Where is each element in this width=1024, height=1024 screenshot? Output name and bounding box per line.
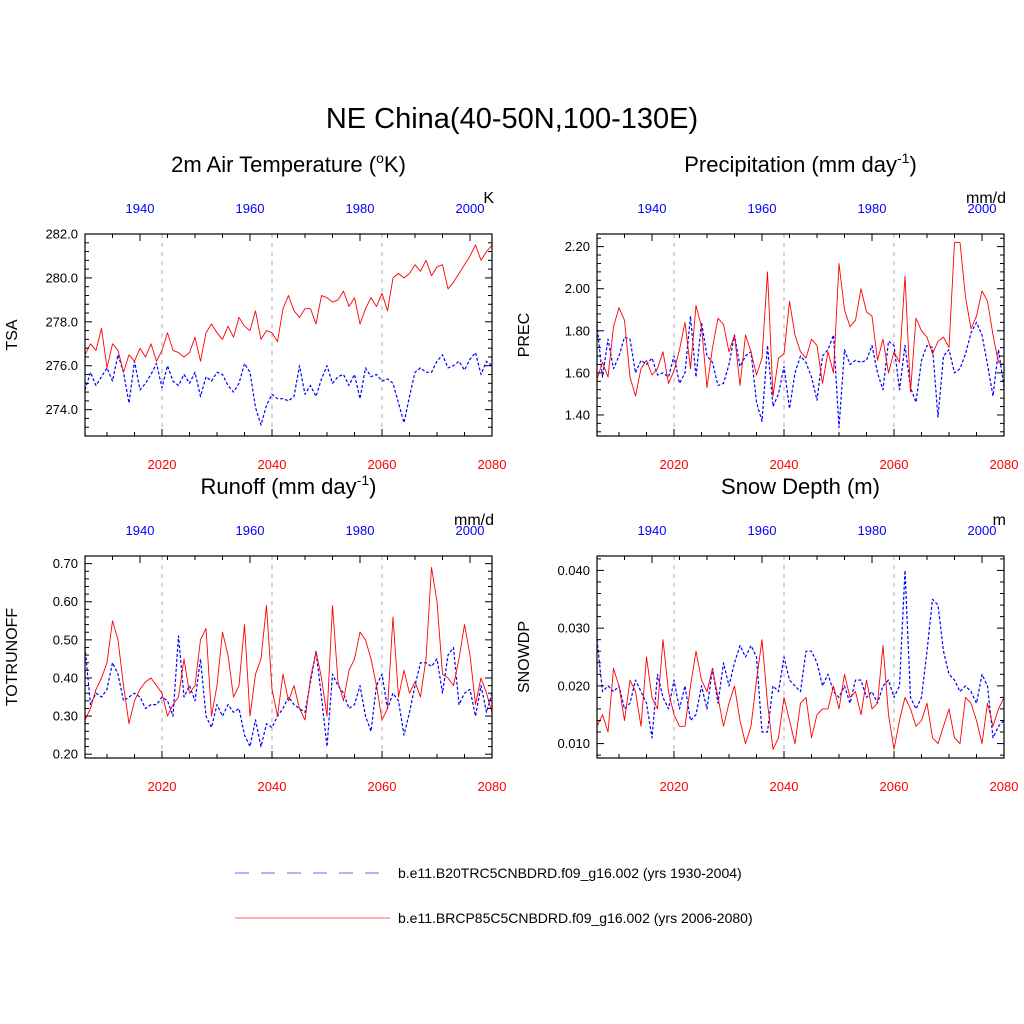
x-bottom-tick-label: 2060 [368, 779, 397, 794]
legend-historical-label: b.e11.B20TRC5CNBDRD.f09_g16.002 (yrs 193… [398, 865, 742, 881]
y-axis-label-prec: PREC [516, 313, 533, 357]
plot-frame-tsa [84, 233, 493, 437]
x-bottom-tick-label: 2080 [990, 457, 1019, 472]
series-future-line-snowdp [596, 639, 1005, 750]
x-bottom-tick-label: 2040 [258, 457, 287, 472]
units-label-tsa: K [483, 190, 494, 207]
x-bottom-tick-label: 2040 [770, 779, 799, 794]
legend-future-label: b.e11.BRCP85C5CNBDRD.f09_g16.002 (yrs 20… [398, 910, 753, 926]
panel-title-suffix: ) [369, 474, 376, 499]
series-historical-line-totrunoff [84, 635, 493, 748]
y-tick-label: 0.20 [53, 747, 78, 762]
y-tick-label: 276.0 [45, 358, 78, 373]
panel-title-superscript: -1 [897, 150, 910, 166]
x-top-tick-label: 1940 [126, 201, 155, 216]
y-tick-label: 0.70 [53, 556, 78, 571]
panel-title-suffix: K) [384, 152, 406, 177]
x-bottom-tick-label: 2060 [880, 779, 909, 794]
y-axis-label-tsa: TSA [4, 319, 21, 350]
series-historical-line-prec [596, 315, 1005, 429]
y-tick-label: 1.60 [565, 365, 590, 380]
x-bottom-tick-label: 2020 [148, 779, 177, 794]
panel-title-text: Runoff (mm day [201, 474, 357, 499]
y-tick-label: 278.0 [45, 314, 78, 329]
panel-title-snowdp: Snow Depth (m) [721, 474, 880, 499]
y-tick-label: 2.00 [565, 281, 590, 296]
y-axis-label-totrunoff: TOTRUNOFF [4, 608, 21, 707]
x-top-tick-label: 2000 [456, 201, 485, 216]
series-future-line-totrunoff [84, 566, 493, 725]
series-future-line-tsa [84, 244, 493, 373]
panel-title-totrunoff: Runoff (mm day-1) [201, 472, 377, 499]
series-historical-line-tsa [84, 352, 493, 426]
x-top-tick-label: 1980 [858, 523, 887, 538]
x-bottom-tick-label: 2020 [660, 457, 689, 472]
x-top-tick-label: 1980 [346, 523, 375, 538]
panel-title-text: 2m Air Temperature ( [171, 152, 377, 177]
x-bottom-tick-label: 2080 [478, 779, 507, 794]
series-future-line-prec [596, 241, 1005, 397]
panel-title-prec: Precipitation (mm day-1) [684, 150, 917, 177]
plot-frame-prec [596, 233, 1005, 437]
legend: b.e11.B20TRC5CNBDRD.f09_g16.002 (yrs 193… [235, 865, 753, 926]
units-label-snowdp: m [993, 512, 1006, 529]
x-top-tick-label: 2000 [456, 523, 485, 538]
panel-title-superscript: -1 [357, 472, 370, 488]
y-tick-label: 2.20 [565, 239, 590, 254]
panel-title-superscript: o [376, 150, 384, 166]
x-bottom-tick-label: 2080 [990, 779, 1019, 794]
y-axis-label-snowdp: SNOWDP [516, 621, 533, 693]
y-tick-label: 0.50 [53, 632, 78, 647]
panel-tsa: 2m Air Temperature (oK) K TSA 274.0 276.0 278… [4, 150, 506, 472]
panel-prec: Precipitation (mm day-1) mm/d PREC 1.40 1.60… [516, 150, 1018, 472]
x-bottom-tick-label: 2020 [660, 779, 689, 794]
x-top-tick-label: 1940 [638, 201, 667, 216]
x-bottom-tick-label: 2060 [880, 457, 909, 472]
y-tick-label: 0.030 [557, 621, 590, 636]
units-label-totrunoff: mm/d [454, 512, 494, 529]
y-tick-label: 0.020 [557, 678, 590, 693]
x-top-tick-label: 2000 [968, 201, 997, 216]
panel-totrunoff: Runoff (mm day-1) mm/d TOTRUNOFF 0.20 0.30 0.… [4, 472, 506, 794]
y-tick-label: 1.40 [565, 407, 590, 422]
panel-title-tsa: 2m Air Temperature (oK) [171, 150, 406, 177]
y-tick-label: 0.40 [53, 670, 78, 685]
y-tick-label: 274.0 [45, 402, 78, 417]
y-tick-label: 0.040 [557, 563, 590, 578]
series-historical-line-snowdp [596, 569, 1005, 739]
x-bottom-tick-label: 2040 [258, 779, 287, 794]
x-bottom-tick-label: 2080 [478, 457, 507, 472]
x-top-tick-label: 1940 [126, 523, 155, 538]
y-tick-label: 282.0 [45, 227, 78, 242]
figure-title: NE China(40-50N,100-130E) [326, 103, 698, 135]
panel-title-text: Precipitation (mm day [684, 152, 897, 177]
x-top-tick-label: 1980 [346, 201, 375, 216]
panel-title-text: Snow Depth (m) [721, 474, 880, 499]
x-top-tick-label: 1940 [638, 523, 667, 538]
x-bottom-tick-label: 2040 [770, 457, 799, 472]
panel-title-suffix: ) [909, 152, 916, 177]
plot-frame-snowdp [596, 555, 1005, 759]
y-tick-label: 0.010 [557, 736, 590, 751]
x-top-tick-label: 1960 [748, 523, 777, 538]
y-tick-label: 0.60 [53, 594, 78, 609]
x-top-tick-label: 1960 [748, 201, 777, 216]
units-label-prec: mm/d [966, 190, 1006, 207]
y-tick-label: 280.0 [45, 270, 78, 285]
x-bottom-tick-label: 2020 [148, 457, 177, 472]
y-tick-label: 1.80 [565, 323, 590, 338]
y-tick-label: 0.30 [53, 709, 78, 724]
x-top-tick-label: 2000 [968, 523, 997, 538]
panel-snowdp: Snow Depth (m) m SNOWDP 0.010 0.020 0.030 0.04… [516, 474, 1018, 794]
x-top-tick-label: 1960 [236, 201, 265, 216]
x-top-tick-label: 1960 [236, 523, 265, 538]
x-bottom-tick-label: 2060 [368, 457, 397, 472]
x-top-tick-label: 1980 [858, 201, 887, 216]
plot-frame-totrunoff [84, 555, 493, 759]
panels: 2m Air Temperature (oK) K TSA 274.0 276.0 278… [4, 150, 1018, 794]
